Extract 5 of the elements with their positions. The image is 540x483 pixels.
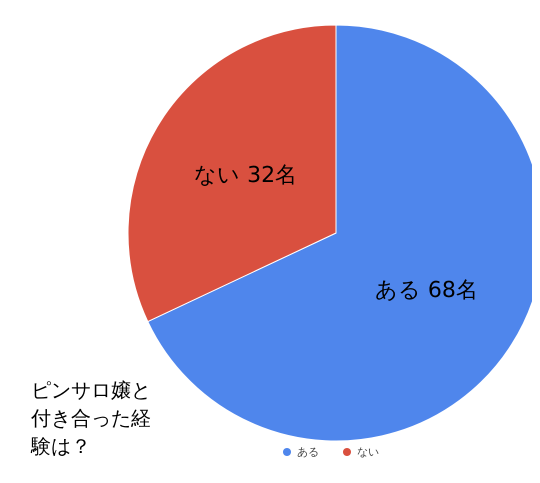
legend-label: ない	[357, 446, 379, 458]
legend-label: ある	[297, 446, 319, 458]
data-label: ない 32名	[194, 163, 298, 188]
text: ピンサロ嬢と付き合った経験は？	[30, 378, 151, 458]
data-label: ある 68名	[374, 278, 478, 303]
